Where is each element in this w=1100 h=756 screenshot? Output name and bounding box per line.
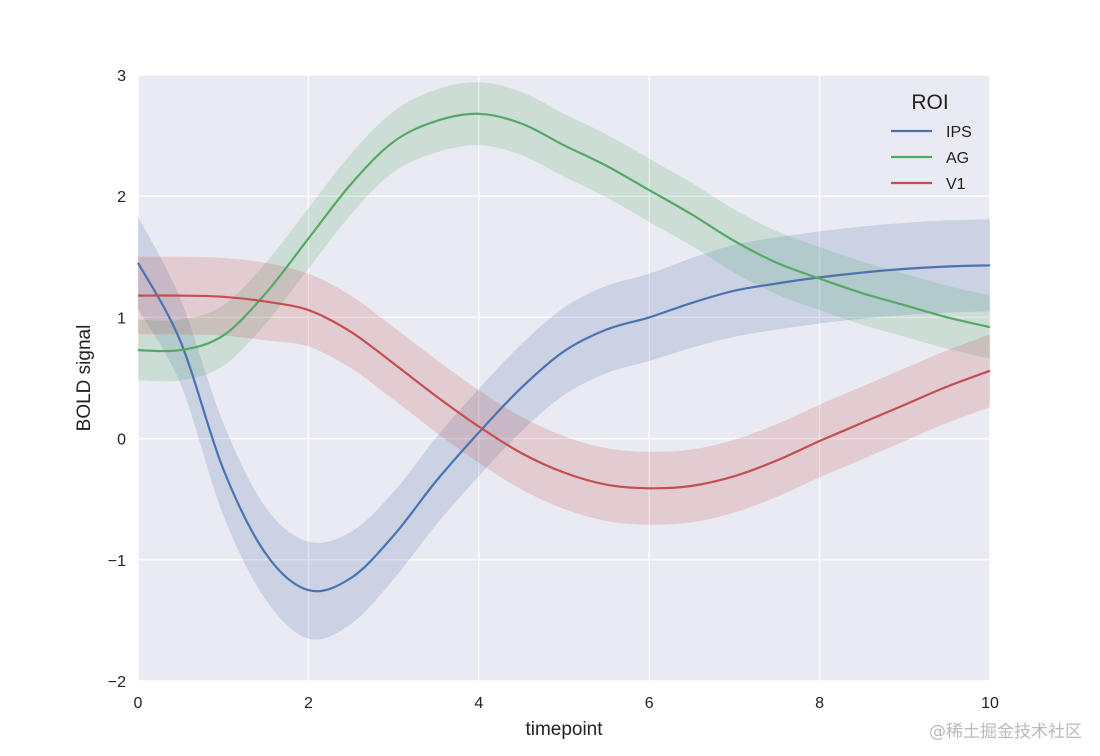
confidence-bands [138, 82, 990, 640]
x-tick-label: 6 [645, 695, 654, 712]
x-tick-label: 8 [815, 695, 824, 712]
band-v1 [138, 256, 990, 525]
legend: ROI IPS AG V1 [891, 91, 972, 193]
line-ips [137, 262, 991, 593]
plot-background [138, 75, 990, 681]
line-v1 [137, 294, 991, 490]
x-tick-label: 2 [304, 695, 313, 712]
y-axis-title: BOLD signal [74, 325, 95, 432]
y-tick-label: 0 [117, 432, 126, 449]
watermark: @稀土掘金技术社区 [929, 722, 1082, 742]
band-ag [138, 82, 990, 382]
grid [137, 74, 991, 682]
x-tick-label: 4 [474, 695, 483, 712]
x-tick-label: 0 [134, 695, 143, 712]
y-tick-label: 3 [117, 68, 126, 85]
legend-label-ips: IPS [946, 124, 972, 141]
y-tick-label: 2 [117, 189, 126, 206]
legend-label-ag: AG [946, 150, 969, 167]
series-lines [137, 112, 991, 593]
legend-title: ROI [911, 91, 948, 114]
y-tick-label: −1 [108, 553, 126, 570]
legend-label-v1: V1 [946, 176, 966, 193]
x-tick-label: 10 [981, 695, 999, 712]
y-tick-label: −2 [108, 674, 126, 691]
line-ag [137, 112, 991, 353]
y-tick-label: 1 [117, 310, 126, 327]
x-axis-title: timepoint [525, 719, 603, 740]
band-ips [138, 216, 990, 640]
tick-labels: 0 2 4 6 8 10 −2 −1 0 1 2 3 [108, 68, 999, 712]
